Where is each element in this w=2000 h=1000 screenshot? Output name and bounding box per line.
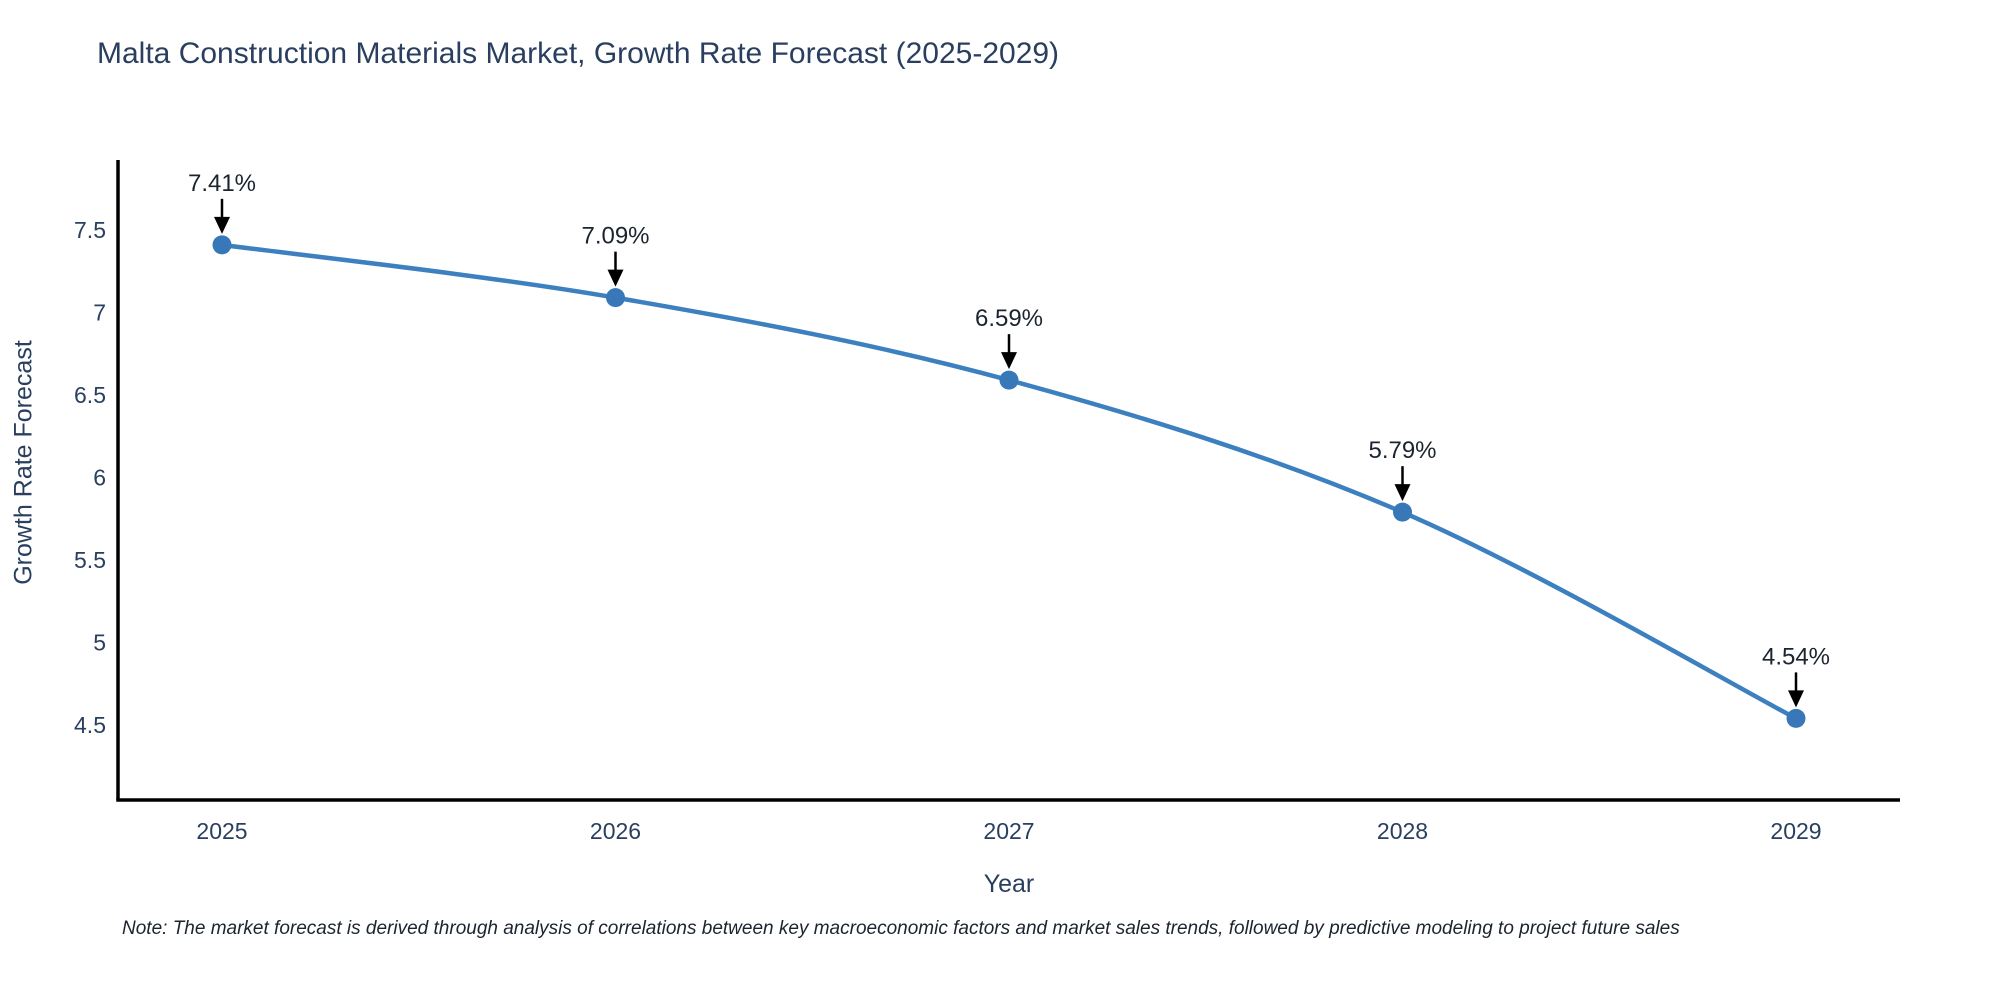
annotation-arrowhead [607,269,624,287]
annotation-label: 4.54% [1762,643,1830,670]
y-axis-title: Growth Rate Forecast [9,340,38,585]
x-tick-label: 2028 [1377,818,1428,844]
x-tick-label: 2027 [983,818,1034,844]
annotation-arrowhead [1001,352,1017,370]
x-tick-label: 2026 [590,818,641,844]
data-point [606,288,625,308]
y-tick-label: 5 [93,630,106,656]
annotation-arrowhead [214,216,230,234]
x-tick-label: 2025 [196,818,247,844]
data-point [1786,708,1806,728]
y-tick-label: 6.5 [74,382,106,408]
chart-title: Malta Construction Materials Market, Gro… [97,37,1060,70]
y-tick-label: 6 [93,465,106,491]
data-point [212,235,232,255]
y-tick-label: 7 [93,300,106,326]
annotation-label: 7.41% [188,170,256,197]
y-tick-label: 4.5 [74,712,106,738]
annotation-label: 5.79% [1368,437,1436,464]
annotation-label: 7.09% [581,223,649,250]
annotation-label: 6.59% [975,305,1043,332]
data-point [1393,502,1412,522]
data-point [999,370,1019,390]
x-tick-label: 2029 [1770,818,1821,844]
y-tick-label: 5.5 [74,547,106,573]
y-tick-label: 7.5 [74,217,106,243]
footnote: Note: The market forecast is derived thr… [122,918,1680,939]
annotation-arrowhead [1788,690,1804,708]
x-axis-title: Year [983,870,1035,898]
annotation-arrowhead [1394,484,1411,502]
